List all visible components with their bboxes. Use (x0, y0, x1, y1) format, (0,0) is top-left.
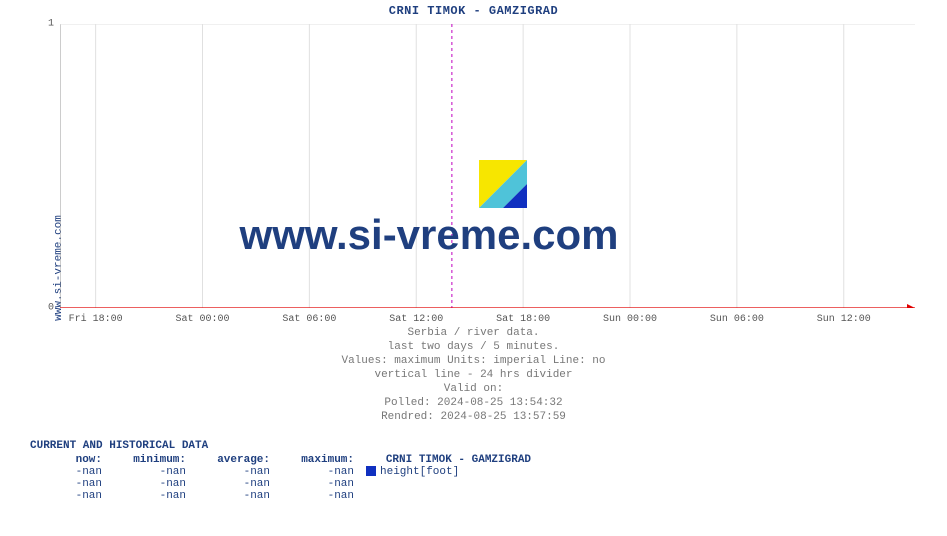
watermark-text: www.si-vreme.com (240, 211, 619, 259)
x-tick-label: Sat 12:00 (389, 314, 443, 325)
x-tick-label: Sun 00:00 (603, 314, 657, 325)
legend-swatch (366, 466, 376, 476)
table-row: -nan -nan -nan -nan (30, 478, 543, 490)
col-header: average: (198, 454, 282, 466)
caption-line: last two days / 5 minutes. (0, 340, 947, 354)
plot-area: 01 www.si-vreme.com (60, 24, 915, 308)
watermark-logo (479, 160, 527, 208)
cell: -nan (282, 466, 366, 478)
caption-line: vertical line - 24 hrs divider (0, 368, 947, 382)
cell: -nan (30, 466, 114, 478)
y-tick-label: 0 (48, 303, 60, 314)
series-cell: height[foot] (366, 466, 543, 478)
cell: -nan (30, 490, 114, 502)
x-tick-label: Sat 06:00 (282, 314, 336, 325)
y-tick-label: 1 (48, 19, 60, 30)
cell: -nan (282, 490, 366, 502)
table-row: -nan -nan -nan -nan (30, 490, 543, 502)
chart-title: CRNI TIMOK - GAMZIGRAD (0, 4, 947, 18)
caption-line: Rendred: 2024-08-25 13:57:59 (0, 410, 947, 424)
x-tick-label: Sat 00:00 (175, 314, 229, 325)
chart-caption: Serbia / river data. last two days / 5 m… (0, 326, 947, 424)
data-table-section: CURRENT AND HISTORICAL DATA now: minimum… (30, 440, 937, 502)
cell: -nan (114, 490, 198, 502)
caption-line: Serbia / river data. (0, 326, 947, 340)
cell: -nan (30, 478, 114, 490)
series-label-text: height[foot] (380, 466, 459, 478)
caption-line: Valid on: (0, 382, 947, 396)
caption-line: Values: maximum Units: imperial Line: no (0, 354, 947, 368)
cell: -nan (282, 478, 366, 490)
cell: -nan (114, 466, 198, 478)
x-tick-label: Fri 18:00 (69, 314, 123, 325)
col-header: now: (30, 454, 114, 466)
x-tick-label: Sun 12:00 (817, 314, 871, 325)
x-tick-label: Sun 06:00 (710, 314, 764, 325)
cell: -nan (114, 478, 198, 490)
table-header-row: now: minimum: average: maximum: CRNI TIM… (30, 454, 543, 466)
caption-line: Polled: 2024-08-25 13:54:32 (0, 396, 947, 410)
col-header: minimum: (114, 454, 198, 466)
cell: -nan (198, 490, 282, 502)
x-tick-label: Sat 18:00 (496, 314, 550, 325)
col-header: maximum: (282, 454, 366, 466)
table-row: -nan -nan -nan -nan height[foot] (30, 466, 543, 478)
table-title: CURRENT AND HISTORICAL DATA (30, 440, 937, 452)
series-header: CRNI TIMOK - GAMZIGRAD (366, 454, 543, 466)
data-table: now: minimum: average: maximum: CRNI TIM… (30, 454, 543, 502)
cell: -nan (198, 478, 282, 490)
cell: -nan (198, 466, 282, 478)
